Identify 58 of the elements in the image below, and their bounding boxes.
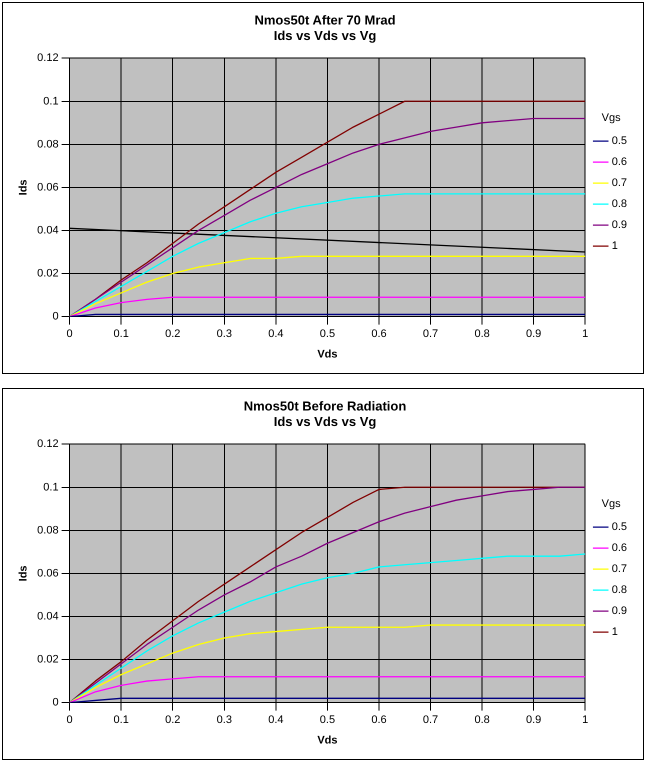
y-tick-label: 0 bbox=[52, 310, 59, 323]
chart-subtitle: Ids vs Vds vs Vg bbox=[274, 414, 376, 429]
y-tick-label: 0.06 bbox=[37, 181, 59, 194]
x-tick-label: 0.3 bbox=[216, 328, 232, 340]
x-tick-label: 0.1 bbox=[114, 328, 129, 340]
x-tick-label: 0.8 bbox=[474, 328, 490, 340]
x-tick-label: 0.3 bbox=[216, 714, 232, 726]
x-tick-label: 0.4 bbox=[268, 714, 284, 726]
y-axis-title: Ids bbox=[18, 565, 30, 582]
legend-label: 0.9 bbox=[612, 605, 628, 618]
y-tick-label: 0.12 bbox=[37, 438, 59, 450]
legend-label: 1 bbox=[612, 240, 618, 252]
legend-label: 0.9 bbox=[612, 219, 628, 232]
y-tick-label: 0.1 bbox=[43, 481, 59, 494]
x-axis-title: Vds bbox=[317, 734, 338, 746]
x-tick-label: 0.6 bbox=[371, 328, 387, 340]
x-tick-label: 0.9 bbox=[526, 328, 542, 340]
x-tick-label: 0.2 bbox=[165, 328, 180, 340]
x-tick-label: 0.8 bbox=[474, 714, 490, 726]
legend-title: Vgs bbox=[602, 498, 622, 510]
x-tick-label: 0.2 bbox=[165, 714, 180, 726]
chart-title: Nmos50t Before Radiation bbox=[244, 398, 406, 414]
x-tick-label: 0.6 bbox=[371, 714, 387, 726]
legend-label: 0.8 bbox=[612, 584, 628, 596]
y-tick-label: 0 bbox=[52, 696, 59, 709]
legend-label: 0.6 bbox=[612, 156, 628, 168]
legend-label: 0.8 bbox=[612, 198, 628, 210]
y-tick-label: 0.06 bbox=[37, 567, 59, 580]
legend-label: 0.6 bbox=[612, 542, 628, 554]
x-tick-label: 1 bbox=[582, 714, 588, 726]
y-tick-label: 0.08 bbox=[37, 138, 59, 150]
y-tick-label: 0.02 bbox=[37, 654, 59, 666]
legend-label: 0.7 bbox=[612, 563, 628, 576]
x-axis-title: Vds bbox=[317, 348, 338, 360]
legend-label: 0.5 bbox=[612, 135, 628, 148]
x-tick-label: 0.5 bbox=[320, 328, 336, 340]
y-axis-title: Ids bbox=[18, 179, 30, 196]
x-tick-label: 0.1 bbox=[114, 714, 129, 726]
y-tick-label: 0.02 bbox=[37, 268, 59, 280]
x-tick-label: 0.4 bbox=[268, 328, 284, 340]
legend-label: 0.7 bbox=[612, 177, 628, 190]
x-tick-label: 0 bbox=[66, 714, 73, 726]
chart-title: Nmos50t After 70 Mrad bbox=[254, 12, 396, 28]
y-tick-label: 0.12 bbox=[37, 52, 59, 64]
x-tick-label: 0.9 bbox=[526, 714, 542, 726]
y-tick-label: 0.08 bbox=[37, 524, 59, 536]
y-tick-label: 0.04 bbox=[37, 224, 59, 236]
legend-label: 0.5 bbox=[612, 521, 628, 534]
x-tick-label: 0.5 bbox=[320, 714, 336, 726]
x-tick-label: 0.7 bbox=[422, 328, 438, 340]
y-tick-label: 0.1 bbox=[43, 95, 59, 108]
legend-title: Vgs bbox=[602, 112, 622, 124]
x-tick-label: 0.7 bbox=[422, 714, 438, 726]
legend-label: 1 bbox=[612, 626, 618, 638]
x-tick-label: 0 bbox=[66, 328, 73, 340]
y-tick-label: 0.04 bbox=[37, 610, 59, 622]
chart-subtitle: Ids vs Vds vs Vg bbox=[274, 28, 376, 43]
x-tick-label: 1 bbox=[582, 328, 588, 340]
